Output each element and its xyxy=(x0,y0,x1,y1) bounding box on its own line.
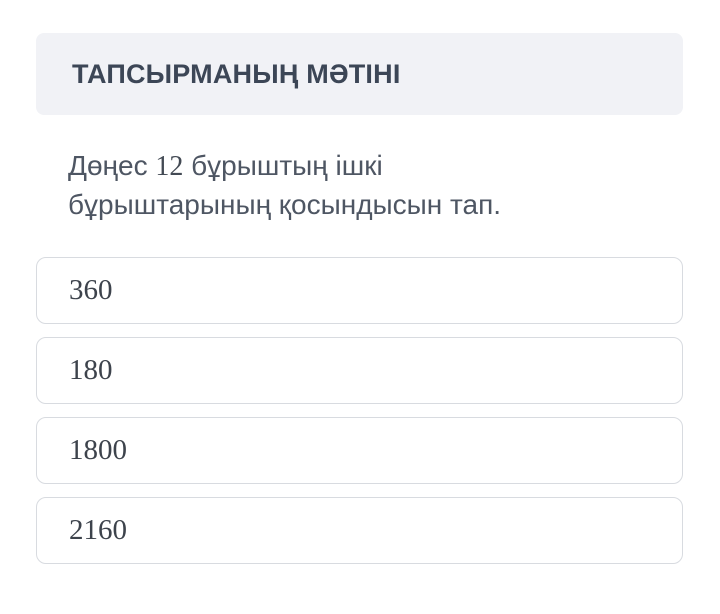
answer-option-1-label: 360 xyxy=(69,274,113,306)
question-line-2: бұрыштарының қосындысын тап. xyxy=(68,189,502,220)
question-line1-prefix: Дөңес xyxy=(68,150,156,181)
answer-option-4[interactable]: 2160 xyxy=(36,497,683,564)
task-header: ТАПСЫРМАНЫҢ МӘТІНІ xyxy=(36,33,683,115)
task-header-title: ТАПСЫРМАНЫҢ МӘТІНІ xyxy=(72,58,401,89)
question-text: Дөңес 12 бұрыштың ішкі бұрыштарының қосы… xyxy=(68,147,568,224)
question-line1-suffix: бұрыштың ішкі xyxy=(183,150,383,181)
question-number: 12 xyxy=(155,151,184,182)
answer-option-2[interactable]: 180 xyxy=(36,337,683,404)
answer-option-2-label: 180 xyxy=(69,354,113,386)
answer-option-1[interactable]: 360 xyxy=(36,257,683,324)
answer-option-3-label: 1800 xyxy=(69,434,127,466)
answer-option-3[interactable]: 1800 xyxy=(36,417,683,484)
answer-option-4-label: 2160 xyxy=(69,514,127,546)
answer-options-list: 360 180 1800 2160 xyxy=(36,257,683,564)
question-line-1: Дөңес 12 бұрыштың ішкі xyxy=(68,147,568,186)
